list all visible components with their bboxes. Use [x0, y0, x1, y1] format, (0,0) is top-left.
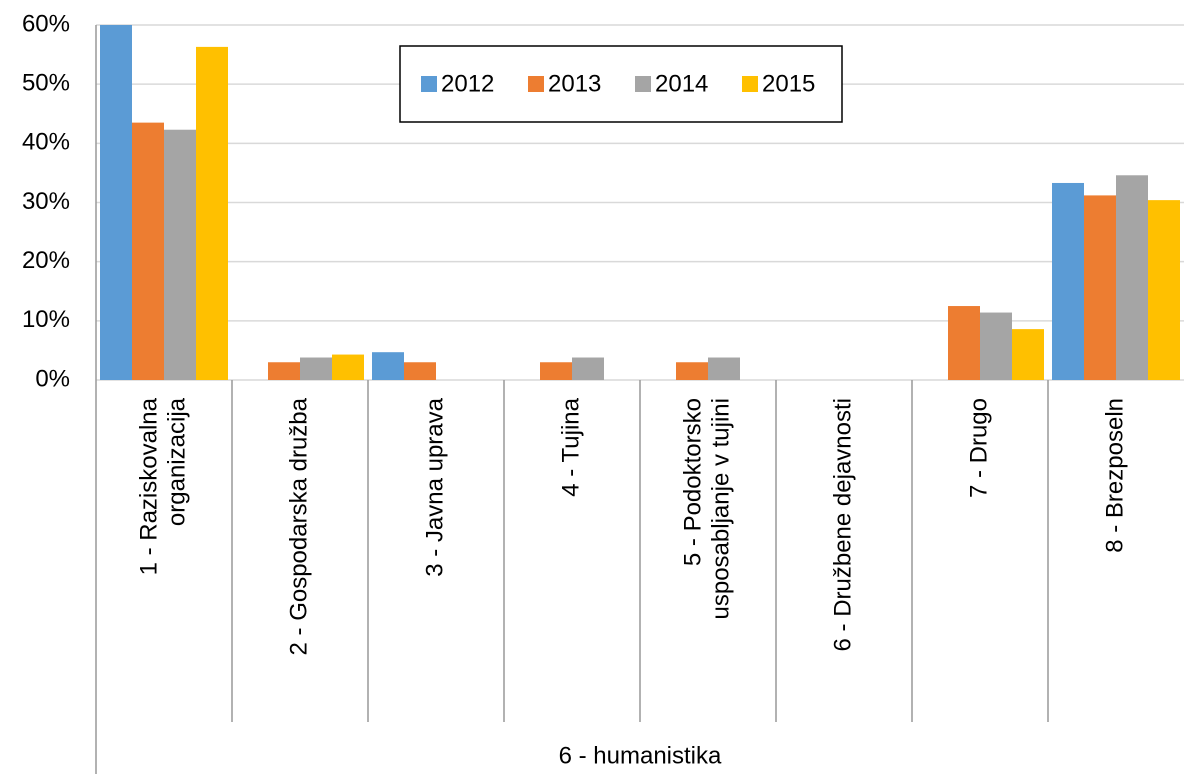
bar	[572, 357, 604, 380]
bar	[948, 306, 980, 380]
legend-label: 2014	[655, 70, 708, 97]
bar	[980, 312, 1012, 380]
bar	[676, 362, 708, 380]
bar	[404, 362, 436, 380]
legend-box	[399, 45, 843, 123]
group-label: 6 - humanistika	[559, 742, 722, 769]
bar	[300, 357, 332, 380]
y-tick-label: 60%	[22, 10, 70, 37]
bar	[540, 362, 572, 380]
bar	[1148, 200, 1180, 380]
bar	[708, 357, 740, 380]
legend-label: 2013	[548, 70, 601, 97]
x-tick-label: 2 - Gospodarska družba	[285, 397, 312, 655]
x-tick-label: usposabljanje v tujini	[707, 398, 734, 619]
bar	[164, 129, 196, 380]
legend-label: 2015	[762, 70, 815, 97]
legend-label: 2012	[441, 70, 494, 97]
x-tick-label: 4 - Tujina	[557, 397, 584, 496]
legend-swatch	[742, 76, 758, 92]
bar	[268, 362, 300, 380]
bar	[1012, 329, 1044, 380]
bar	[100, 25, 132, 380]
x-tick-label: 7 - Drugo	[965, 398, 992, 498]
y-tick-label: 10%	[22, 306, 70, 333]
y-tick-label: 20%	[22, 247, 70, 274]
x-tick-label: organizacija	[163, 397, 190, 526]
legend-swatch	[421, 76, 437, 92]
legend-swatch	[635, 76, 651, 92]
x-tick-label: 5 - Podoktorsko	[679, 398, 706, 566]
legend-swatch	[528, 76, 544, 92]
y-tick-label: 30%	[22, 188, 70, 215]
x-tick-label: 6 - Družbene dejavnosti	[829, 398, 856, 651]
y-tick-label: 40%	[22, 129, 70, 156]
bar	[1052, 182, 1084, 380]
y-tick-label: 50%	[22, 70, 70, 97]
x-tick-label: 1 - Raziskovalna	[135, 397, 162, 575]
bar	[1084, 195, 1116, 380]
bar	[196, 46, 228, 381]
x-tick-label: 8 - Brezposeln	[1101, 398, 1128, 553]
y-tick-label: 0%	[35, 365, 70, 392]
x-tick-label: 3 - Javna uprava	[421, 397, 448, 576]
bar	[1116, 175, 1148, 380]
bar	[332, 354, 364, 380]
bar	[132, 122, 164, 380]
bar	[372, 352, 404, 380]
